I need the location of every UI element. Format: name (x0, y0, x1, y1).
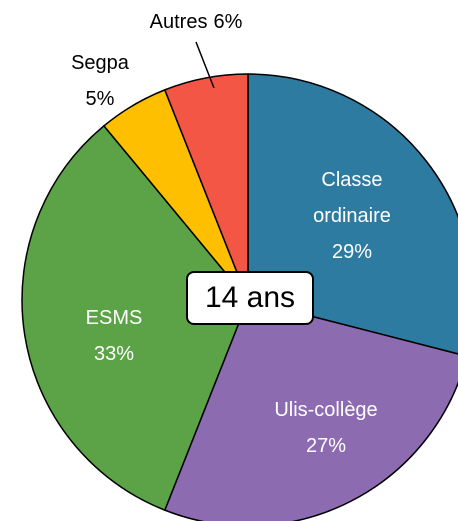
value-label: 29% (331, 241, 373, 263)
slice-label: Autres 6% (126, 4, 266, 40)
value-label: 5% (85, 88, 115, 110)
pie-slice (163, 73, 249, 301)
category-label: Segpa (71, 52, 129, 74)
category-label: Classe ordinaire (313, 169, 391, 227)
slice-label: Ulis-collège 27% (246, 392, 406, 464)
leader-line (195, 41, 215, 89)
pie-slice (21, 124, 249, 512)
value-label: 33% (93, 343, 135, 365)
slice-label: ESMS 33% (64, 300, 164, 372)
category-label: ESMS (85, 307, 143, 329)
value-label: 6% (213, 11, 243, 33)
center-label: 14 ans (186, 271, 314, 325)
pie-slice (163, 299, 458, 521)
category-label: Ulis-collège (274, 399, 378, 421)
slice-label: Classe ordinaire 29% (297, 162, 407, 270)
value-label: 27% (305, 435, 347, 457)
category-label: Autres (149, 11, 208, 33)
slice-label: Segpa 5% (60, 45, 140, 117)
